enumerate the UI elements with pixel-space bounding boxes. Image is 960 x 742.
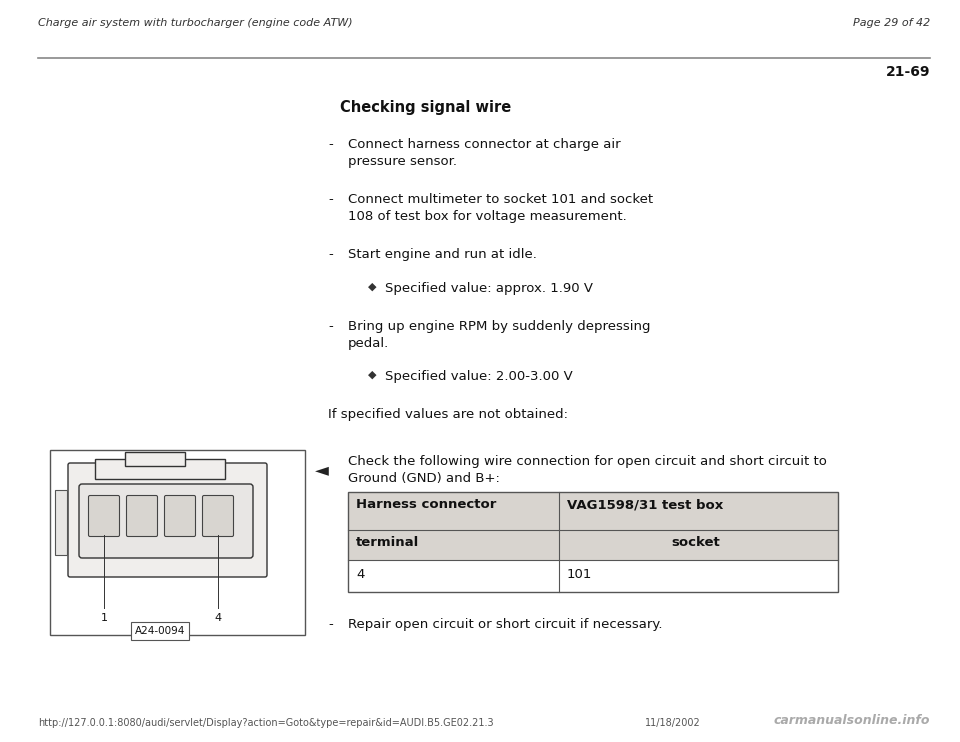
Text: 21-69: 21-69: [885, 65, 930, 79]
Text: socket: socket: [672, 536, 720, 549]
Bar: [55, 490, 67, 555]
Bar: [348, 492, 838, 560]
Text: ◆: ◆: [368, 282, 376, 292]
Text: pedal.: pedal.: [348, 337, 389, 350]
Text: 11/18/2002: 11/18/2002: [645, 718, 701, 728]
Bar: [125, 452, 185, 466]
Text: A24-0094: A24-0094: [134, 626, 185, 636]
Bar: [95, 459, 225, 479]
Text: http://127.0.0.1:8080/audi/servlet/Display?action=Goto&type=repair&id=AUDI.B5.GE: http://127.0.0.1:8080/audi/servlet/Displ…: [38, 718, 493, 728]
Text: carmanualsonline.info: carmanualsonline.info: [774, 714, 930, 727]
Text: Specified value: 2.00-3.00 V: Specified value: 2.00-3.00 V: [385, 370, 573, 383]
Text: 108 of test box for voltage measurement.: 108 of test box for voltage measurement.: [348, 210, 627, 223]
Text: Bring up engine RPM by suddenly depressing: Bring up engine RPM by suddenly depressi…: [348, 320, 651, 333]
Text: 101: 101: [566, 568, 592, 581]
FancyBboxPatch shape: [68, 463, 267, 577]
Text: Checking signal wire: Checking signal wire: [340, 100, 512, 115]
Text: If specified values are not obtained:: If specified values are not obtained:: [328, 408, 568, 421]
Text: ◆: ◆: [368, 370, 376, 380]
Text: -: -: [328, 618, 333, 631]
Bar: [50, 450, 305, 635]
Text: Start engine and run at idle.: Start engine and run at idle.: [348, 248, 537, 261]
Text: terminal: terminal: [356, 536, 420, 549]
Text: Charge air system with turbocharger (engine code ATW): Charge air system with turbocharger (eng…: [38, 18, 352, 28]
Text: -: -: [328, 320, 333, 333]
Text: Harness connector: Harness connector: [356, 498, 496, 511]
FancyBboxPatch shape: [127, 496, 157, 536]
Text: 4: 4: [356, 568, 365, 581]
Text: Connect harness connector at charge air: Connect harness connector at charge air: [348, 138, 620, 151]
Text: Check the following wire connection for open circuit and short circuit to: Check the following wire connection for …: [348, 455, 827, 468]
Text: pressure sensor.: pressure sensor.: [348, 155, 457, 168]
FancyBboxPatch shape: [164, 496, 196, 536]
Text: Specified value: approx. 1.90 V: Specified value: approx. 1.90 V: [385, 282, 593, 295]
Text: -: -: [328, 193, 333, 206]
Text: Connect multimeter to socket 101 and socket: Connect multimeter to socket 101 and soc…: [348, 193, 653, 206]
Text: -: -: [328, 248, 333, 261]
Text: -: -: [328, 138, 333, 151]
Bar: [348, 492, 838, 592]
Text: Page 29 of 42: Page 29 of 42: [852, 18, 930, 28]
Text: Ground (GND) and B+:: Ground (GND) and B+:: [348, 472, 500, 485]
Text: 4: 4: [214, 613, 222, 623]
Text: Repair open circuit or short circuit if necessary.: Repair open circuit or short circuit if …: [348, 618, 662, 631]
Text: ◄: ◄: [315, 461, 329, 479]
Text: VAG1598/31 test box: VAG1598/31 test box: [566, 498, 723, 511]
FancyBboxPatch shape: [88, 496, 119, 536]
FancyBboxPatch shape: [79, 484, 253, 558]
FancyBboxPatch shape: [203, 496, 233, 536]
Text: 1: 1: [101, 613, 108, 623]
